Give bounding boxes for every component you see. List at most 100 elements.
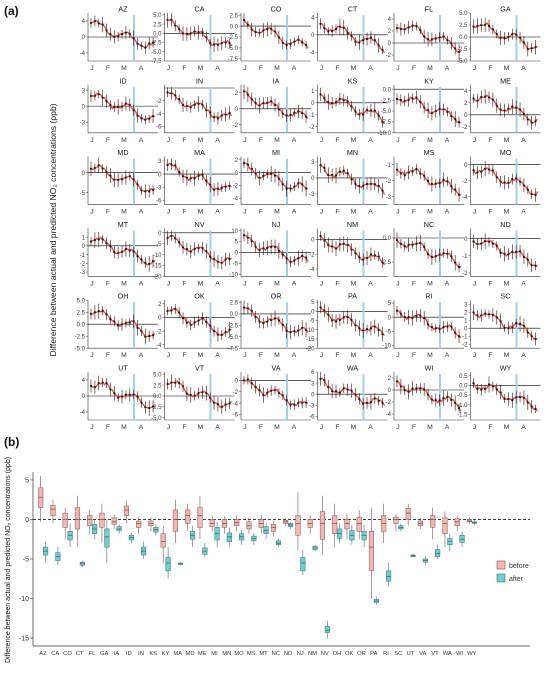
y-tick-label: 5.0 — [153, 13, 162, 19]
data-point — [377, 184, 380, 187]
data-point — [419, 29, 422, 32]
data-point — [511, 399, 514, 402]
data-point — [117, 396, 120, 399]
series-line — [243, 19, 309, 49]
data-point — [530, 405, 533, 408]
data-point — [93, 94, 96, 97]
data-point — [258, 176, 261, 179]
data-point — [518, 36, 522, 39]
y-tick-label: 0 — [82, 244, 86, 250]
data-point — [399, 312, 402, 315]
data-point — [450, 185, 453, 188]
box — [368, 531, 374, 572]
after-box-ca — [55, 547, 61, 566]
state-title-ga: GA — [500, 5, 511, 14]
data-point — [331, 245, 334, 248]
data-point — [220, 261, 223, 265]
y-tick-label: -2 — [80, 262, 86, 268]
x-tick-label: A — [292, 424, 297, 431]
data-point — [430, 112, 434, 115]
y-tick-label: -6 — [156, 125, 162, 131]
y-tick-label: 0 — [82, 394, 86, 400]
x-tick-label: F — [182, 424, 186, 431]
state-title-ia: IA — [273, 76, 280, 85]
y-tick-label: -1 — [309, 113, 315, 119]
box — [442, 517, 448, 534]
data-point — [395, 239, 399, 242]
x-tick-label-ok: OK — [345, 651, 354, 657]
data-point — [128, 32, 131, 35]
x-tick-label: M — [504, 280, 510, 287]
data-point — [526, 188, 529, 191]
x-tick-label: A — [292, 209, 297, 216]
data-point — [450, 42, 453, 45]
data-point — [476, 242, 479, 246]
y-tick-label: -6 — [233, 413, 239, 419]
box — [74, 507, 81, 530]
data-point — [419, 387, 422, 390]
state-panel-nj: NJ 10 5 0 -5 -10 J F M A — [229, 220, 311, 287]
y-tick-label: 0.0 — [230, 312, 239, 318]
data-point — [334, 320, 338, 323]
data-point — [266, 172, 269, 175]
data-point — [426, 393, 430, 396]
data-point — [205, 109, 208, 112]
x-tick-label: A — [445, 209, 450, 216]
y-tick-label: -15 — [19, 636, 29, 643]
data-point — [97, 164, 100, 167]
data-point — [144, 261, 147, 264]
data-point — [426, 179, 430, 182]
data-point — [189, 250, 192, 253]
data-point — [216, 402, 220, 406]
data-point — [472, 169, 475, 172]
data-point — [174, 94, 177, 97]
data-point — [289, 187, 292, 190]
state-panel-or: OR 2.5 0.0 -2.5 -5.0 -7.5 J F M A — [228, 292, 311, 359]
y-tick-label: 2 — [388, 29, 392, 35]
data-point — [395, 380, 399, 383]
data-point — [362, 184, 365, 187]
data-point — [285, 114, 288, 117]
x-tick-label: J — [396, 209, 399, 216]
state-title-ms: MS — [424, 148, 435, 157]
box — [405, 508, 411, 520]
data-point — [338, 243, 341, 246]
y-tick-label: -1 — [386, 163, 392, 169]
data-point — [338, 391, 341, 394]
data-point — [117, 251, 120, 255]
data-point — [201, 246, 204, 249]
state-title-or: OR — [271, 292, 282, 301]
series-line — [396, 310, 462, 339]
data-point — [484, 167, 487, 170]
data-point — [105, 242, 108, 245]
y-tick-label: -7.5 — [228, 346, 239, 352]
y-tick-label: 4 — [464, 89, 468, 95]
data-point — [120, 395, 124, 398]
data-point — [124, 102, 128, 105]
data-point — [93, 166, 96, 170]
x-tick-label: J — [243, 65, 246, 72]
after-box-me — [202, 543, 208, 558]
x-tick-label: F — [412, 352, 416, 359]
data-point — [132, 320, 135, 323]
data-point — [262, 102, 265, 105]
legend-label-after: after — [509, 576, 524, 583]
data-point — [446, 325, 449, 328]
data-point — [354, 182, 357, 185]
data-point — [189, 177, 192, 180]
data-point — [491, 169, 494, 172]
data-point — [381, 120, 384, 123]
x-tick-label: F — [106, 424, 110, 431]
data-point — [140, 330, 143, 333]
state-title-ca: CA — [195, 5, 205, 14]
data-point — [442, 178, 445, 181]
data-point — [530, 264, 533, 267]
data-point — [457, 266, 461, 269]
y-tick-label: -5.0 — [228, 335, 239, 341]
data-point — [144, 406, 147, 409]
data-point — [220, 405, 223, 408]
data-point — [411, 170, 414, 173]
state-title-wi: WI — [425, 364, 434, 373]
data-point — [511, 33, 514, 36]
data-point — [434, 327, 437, 330]
